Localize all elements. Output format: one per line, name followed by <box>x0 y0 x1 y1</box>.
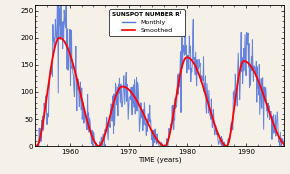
Legend: Monthly, Smoothed: Monthly, Smoothed <box>109 9 185 36</box>
X-axis label: TIME (years): TIME (years) <box>138 156 181 163</box>
